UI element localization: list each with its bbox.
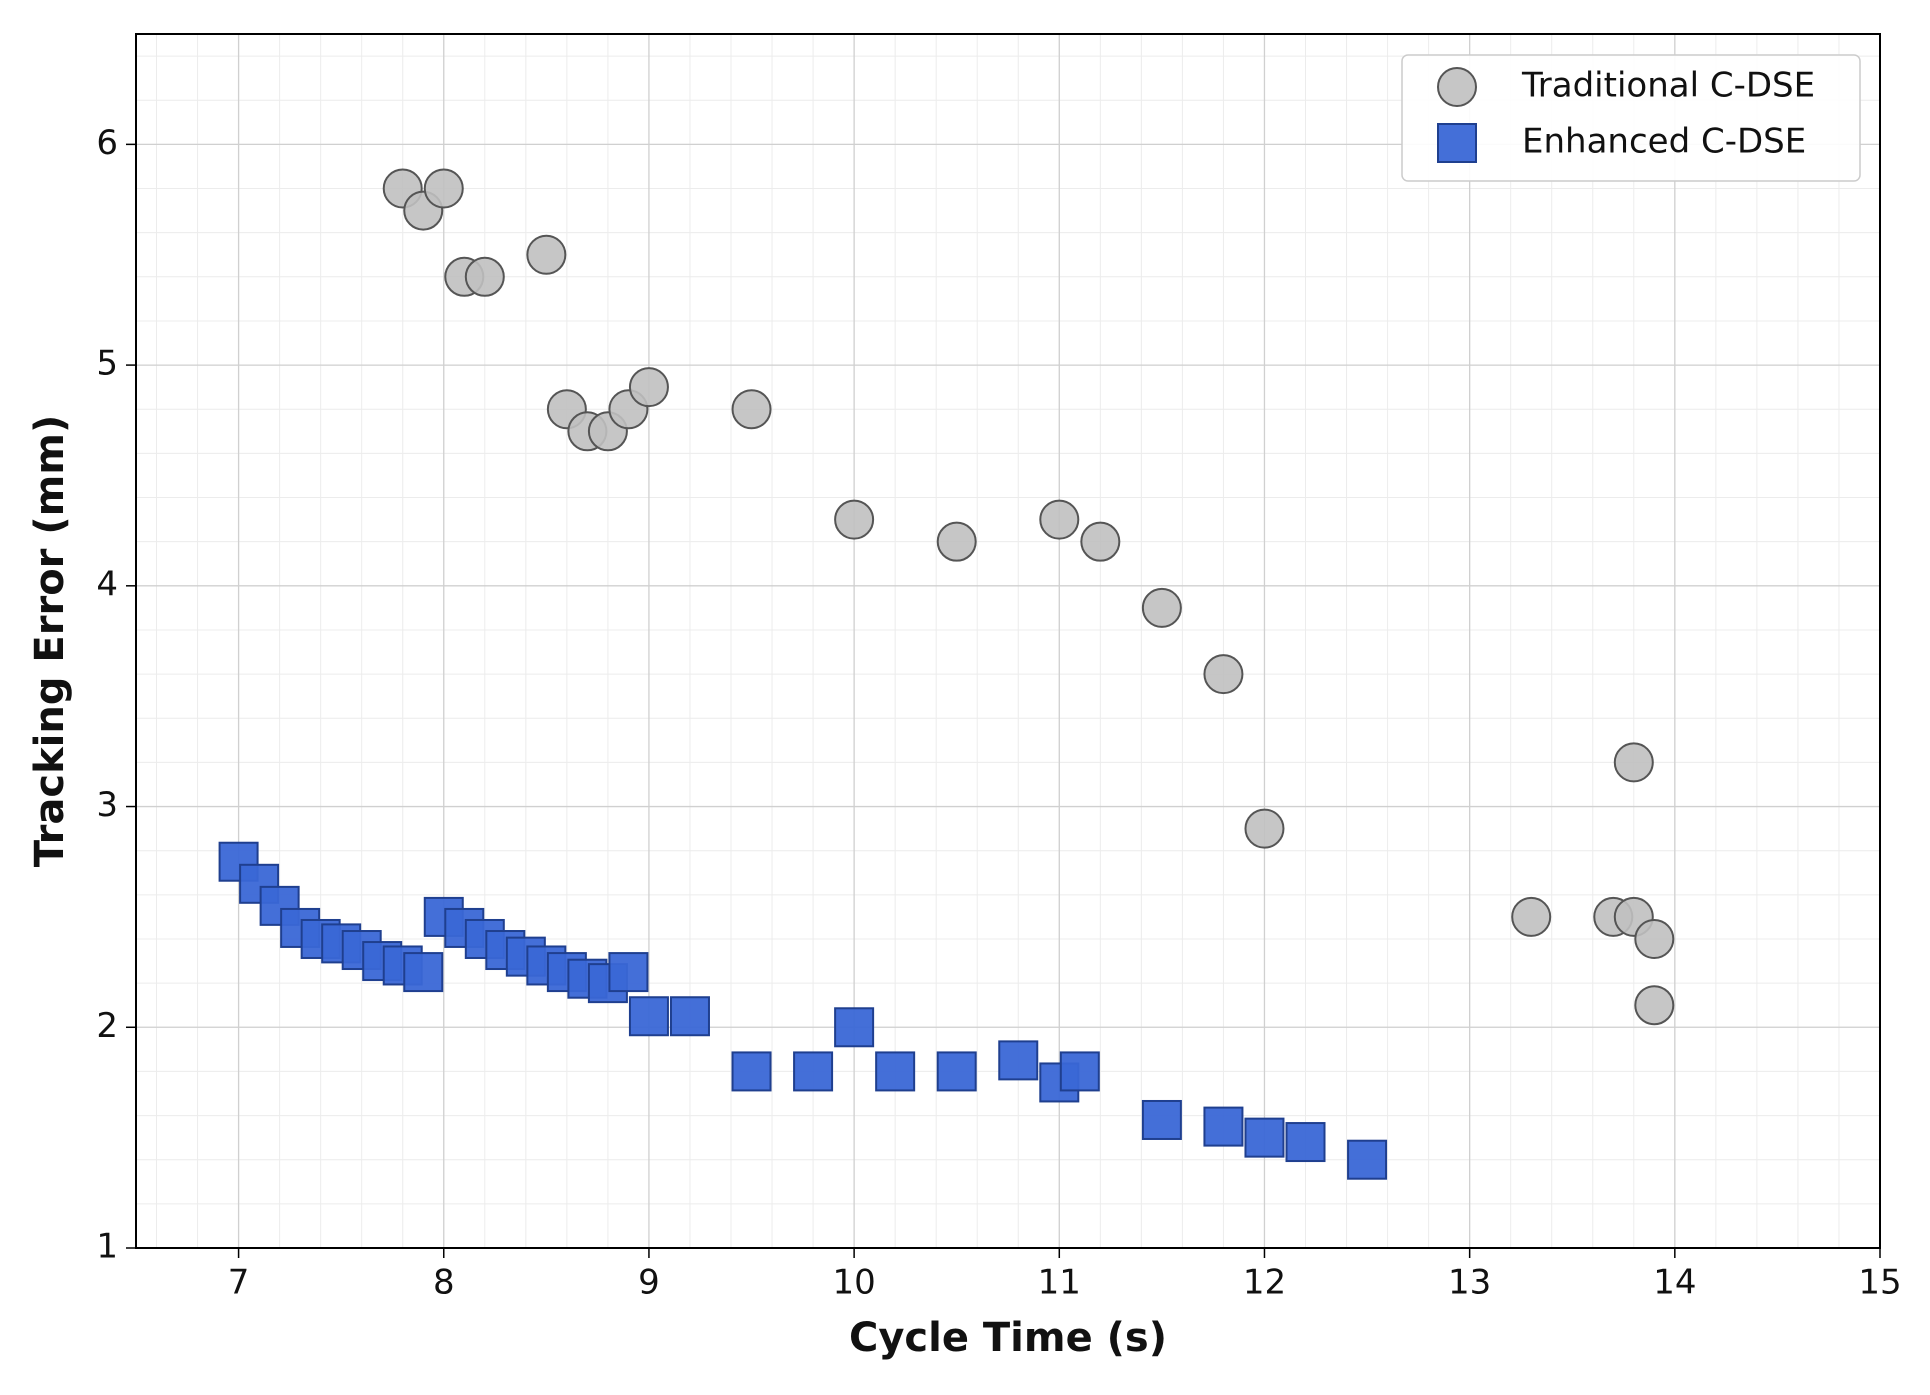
data-point bbox=[1634, 985, 1675, 1026]
data-point bbox=[834, 499, 875, 540]
legend-label: Enhanced C-DSE bbox=[1522, 122, 1806, 162]
y-tick-label: 1 bbox=[96, 1227, 118, 1267]
data-point bbox=[998, 1040, 1039, 1081]
data-point bbox=[1203, 654, 1244, 695]
y-tick-label: 4 bbox=[96, 564, 118, 604]
x-tick-label: 12 bbox=[1243, 1263, 1286, 1303]
y-axis-label: Tracking Error (mm) bbox=[27, 415, 73, 868]
plot-frame bbox=[135, 33, 1881, 1249]
y-tick-label: 2 bbox=[96, 1006, 118, 1046]
x-tick-label: 11 bbox=[1038, 1263, 1081, 1303]
x-tick-label: 13 bbox=[1448, 1263, 1491, 1303]
x-tick-label: 8 bbox=[433, 1263, 455, 1303]
data-point bbox=[423, 168, 464, 209]
data-point bbox=[628, 367, 669, 408]
data-point bbox=[526, 234, 567, 275]
y-tick-label: 5 bbox=[96, 344, 118, 384]
y-tick-label: 6 bbox=[96, 123, 118, 163]
data-point bbox=[1634, 918, 1675, 959]
x-tick-label: 15 bbox=[1858, 1263, 1901, 1303]
data-point bbox=[403, 952, 444, 993]
legend-box bbox=[1401, 54, 1861, 182]
data-point bbox=[936, 1051, 977, 1092]
data-point bbox=[731, 1051, 772, 1092]
x-tick-label: 14 bbox=[1653, 1263, 1696, 1303]
data-point bbox=[731, 389, 772, 430]
legend-marker bbox=[1437, 67, 1477, 107]
data-point bbox=[259, 885, 300, 926]
data-point bbox=[1244, 808, 1285, 849]
data-point bbox=[1203, 1106, 1244, 1147]
data-point bbox=[1347, 1139, 1388, 1180]
data-point bbox=[464, 256, 505, 297]
data-point bbox=[1039, 499, 1080, 540]
y-tick-label: 3 bbox=[96, 785, 118, 825]
x-tick-label: 7 bbox=[228, 1263, 250, 1303]
data-point bbox=[936, 521, 977, 562]
x-tick-label: 9 bbox=[638, 1263, 660, 1303]
x-tick-label: 10 bbox=[832, 1263, 875, 1303]
data-point bbox=[834, 1007, 875, 1048]
data-point bbox=[875, 1051, 916, 1092]
legend-label: Traditional C-DSE bbox=[1521, 66, 1815, 106]
data-point bbox=[1080, 521, 1121, 562]
data-point bbox=[218, 841, 259, 882]
data-point bbox=[1613, 742, 1654, 783]
data-point bbox=[628, 996, 669, 1037]
data-point bbox=[608, 952, 649, 993]
data-point bbox=[1059, 1051, 1100, 1092]
data-point bbox=[1285, 1122, 1326, 1163]
data-point bbox=[793, 1051, 834, 1092]
data-point bbox=[669, 996, 710, 1037]
data-point bbox=[1141, 1099, 1182, 1140]
legend-marker bbox=[1437, 123, 1477, 163]
data-point bbox=[1244, 1117, 1285, 1158]
x-axis-label: Cycle Time (s) bbox=[849, 1315, 1167, 1361]
data-point bbox=[1141, 587, 1182, 628]
data-point bbox=[1511, 896, 1552, 937]
